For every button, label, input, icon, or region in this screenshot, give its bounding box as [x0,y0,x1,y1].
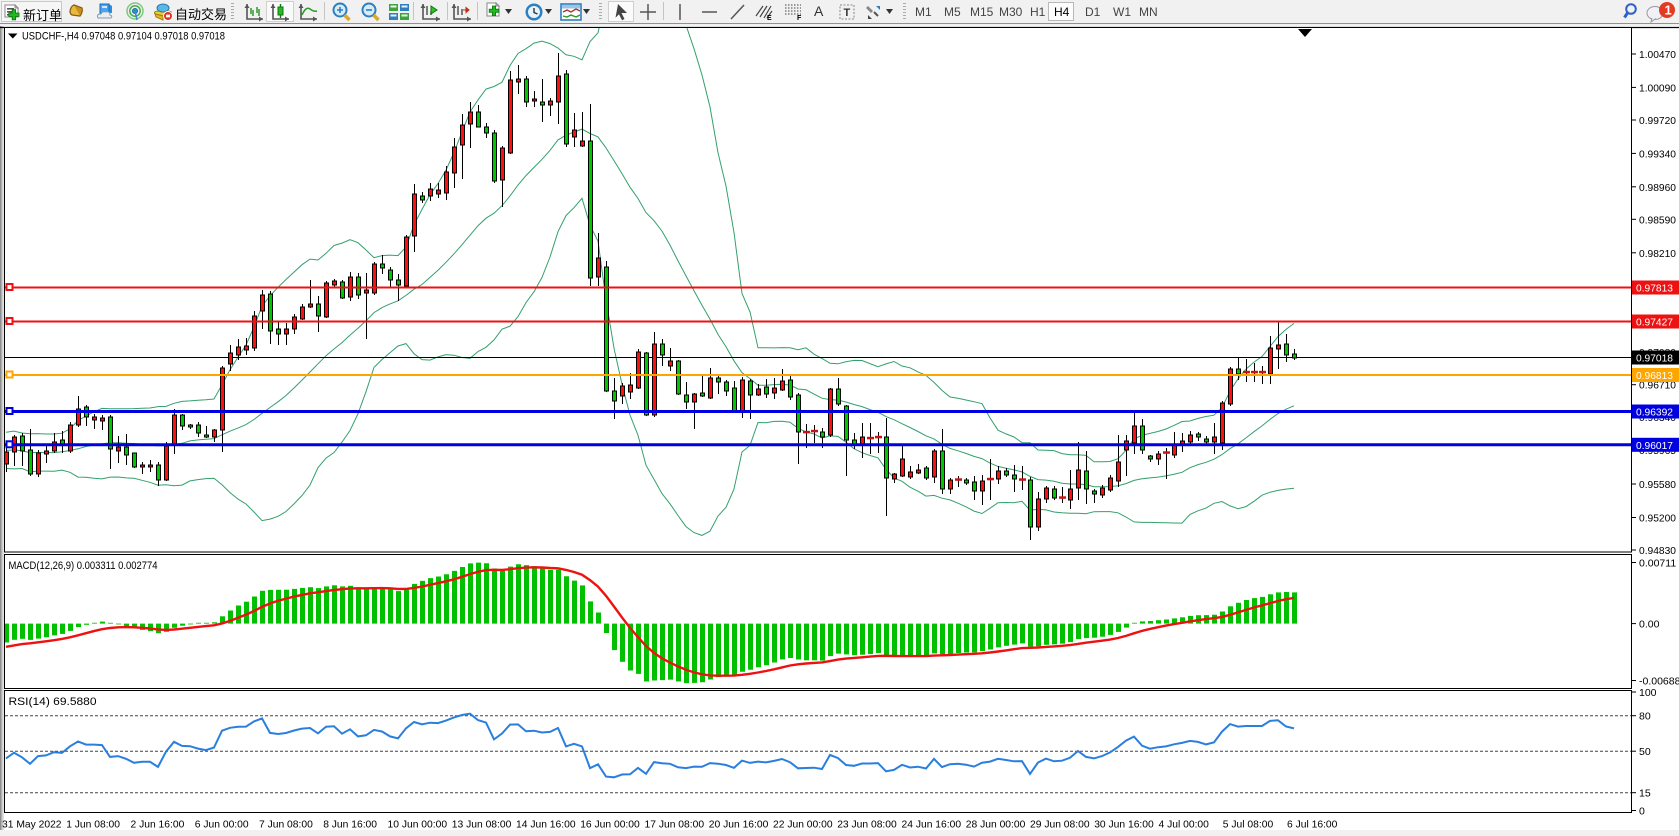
svg-text:0.94830: 0.94830 [1639,545,1676,557]
svg-text:14 Jun 16:00: 14 Jun 16:00 [516,820,576,831]
svg-text:29 Jun 08:00: 29 Jun 08:00 [1030,820,1090,831]
svg-text:8 Jun 16:00: 8 Jun 16:00 [323,820,377,831]
svg-text:15: 15 [1639,788,1651,800]
svg-text:31 May 2022: 31 May 2022 [2,820,62,831]
svg-text:1 Jun 08:00: 1 Jun 08:00 [66,820,120,831]
svg-text:MACD(12,26,9) 0.003311 0.00277: MACD(12,26,9) 0.003311 0.002774 [9,560,158,572]
svg-text:100: 100 [1639,687,1657,699]
svg-text:T: T [844,7,851,19]
svg-text:50: 50 [1639,746,1651,758]
svg-text:80: 80 [1639,711,1651,723]
svg-text:28 Jun 00:00: 28 Jun 00:00 [966,820,1026,831]
svg-text:6 Jun 00:00: 6 Jun 00:00 [195,820,249,831]
svg-text:23 Jun 08:00: 23 Jun 08:00 [837,820,897,831]
svg-text:6 Jul 16:00: 6 Jul 16:00 [1287,820,1338,831]
svg-text:1: 1 [1665,3,1672,18]
svg-text:0.98960: 0.98960 [1639,182,1676,194]
svg-text:F: F [797,15,802,22]
svg-text:E: E [767,15,772,22]
svg-text:-0.006888: -0.006888 [1639,676,1679,688]
svg-text:24 Jun 16:00: 24 Jun 16:00 [902,820,962,831]
svg-text:7 Jun 08:00: 7 Jun 08:00 [259,820,313,831]
svg-text:0: 0 [1639,806,1645,818]
svg-text:0.96017: 0.96017 [1636,440,1673,452]
svg-text:0.98210: 0.98210 [1639,248,1676,260]
svg-text:4 Jul 00:00: 4 Jul 00:00 [1159,820,1210,831]
svg-text:USDCHF-,H4 0.97048 0.97104 0.: USDCHF-,H4 0.97048 0.97104 0.97018 0.970… [22,31,225,43]
svg-text:1.00470: 1.00470 [1639,49,1676,61]
svg-text:22 Jun 00:00: 22 Jun 00:00 [773,820,833,831]
svg-text:0.99340: 0.99340 [1639,148,1676,160]
svg-text:0.97018: 0.97018 [1636,353,1673,365]
svg-text:0.99720: 0.99720 [1639,115,1676,127]
svg-text:16 Jun 00:00: 16 Jun 00:00 [580,820,640,831]
svg-text:0.98590: 0.98590 [1639,214,1676,226]
svg-text:RSI(14) 69.5880: RSI(14) 69.5880 [9,696,97,708]
svg-text:17 Jun 08:00: 17 Jun 08:00 [645,820,705,831]
svg-text:0.95200: 0.95200 [1639,513,1676,525]
svg-text:0.97427: 0.97427 [1636,317,1673,329]
svg-text:0.96813: 0.96813 [1636,370,1673,382]
svg-text:0.97813: 0.97813 [1636,283,1673,295]
svg-text:2 Jun 16:00: 2 Jun 16:00 [131,820,185,831]
svg-text:0.96392: 0.96392 [1636,407,1673,419]
svg-text:30 Jun 16:00: 30 Jun 16:00 [1094,820,1154,831]
svg-text:13 Jun 08:00: 13 Jun 08:00 [452,820,512,831]
svg-text:0.95580: 0.95580 [1639,479,1676,491]
svg-text:20 Jun 16:00: 20 Jun 16:00 [709,820,769,831]
svg-text:0.00711: 0.00711 [1639,558,1676,570]
svg-text:0.96710: 0.96710 [1639,380,1676,392]
svg-text:10 Jun 00:00: 10 Jun 00:00 [388,820,448,831]
svg-text:1.00090: 1.00090 [1639,82,1676,94]
svg-text:0.00: 0.00 [1639,619,1660,631]
svg-text:5 Jul 08:00: 5 Jul 08:00 [1223,820,1274,831]
